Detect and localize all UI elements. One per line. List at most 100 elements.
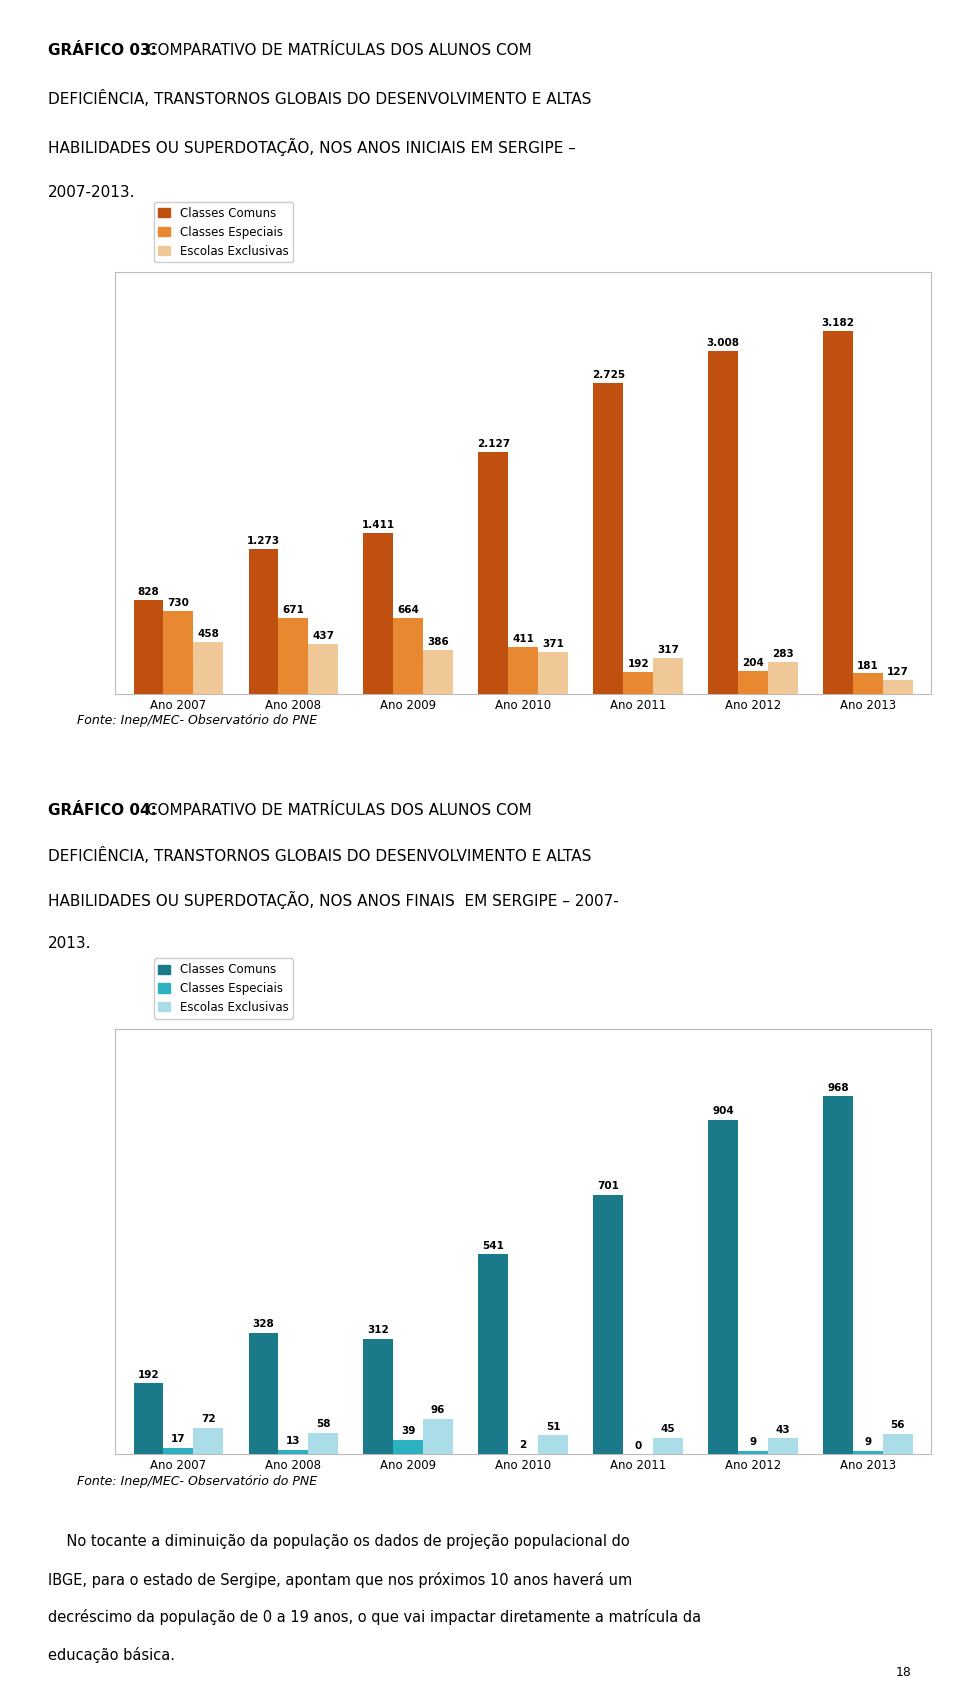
Bar <box>249 1334 278 1454</box>
Bar <box>163 1448 193 1454</box>
Bar <box>738 670 768 694</box>
Text: HABILIDADES OU SUPERDOTAÇÃO, NOS ANOS FINAIS  EM SERGIPE – 2007-: HABILIDADES OU SUPERDOTAÇÃO, NOS ANOS FI… <box>48 891 619 910</box>
Text: 2.725: 2.725 <box>591 371 625 381</box>
Text: 328: 328 <box>252 1320 275 1330</box>
Text: 127: 127 <box>887 667 909 677</box>
Bar <box>308 645 338 694</box>
Text: Fonte: Inep/MEC- Observatório do PNE: Fonte: Inep/MEC- Observatório do PNE <box>77 1475 317 1488</box>
Text: 51: 51 <box>546 1422 561 1432</box>
Text: 45: 45 <box>660 1424 675 1434</box>
Text: 43: 43 <box>776 1425 790 1434</box>
Bar <box>423 1419 453 1454</box>
Text: 671: 671 <box>282 604 304 614</box>
Bar <box>133 1383 163 1454</box>
Text: 2: 2 <box>519 1441 527 1449</box>
Text: educação básica.: educação básica. <box>48 1647 175 1662</box>
Text: 828: 828 <box>137 587 159 597</box>
Text: 3.008: 3.008 <box>707 338 739 349</box>
Text: 437: 437 <box>312 631 334 641</box>
Text: 58: 58 <box>316 1419 330 1429</box>
Text: 317: 317 <box>657 645 679 655</box>
Text: 204: 204 <box>742 658 764 668</box>
Text: 3.182: 3.182 <box>822 318 854 328</box>
Bar <box>768 1439 798 1454</box>
Text: 192: 192 <box>627 660 649 668</box>
Bar <box>653 1437 683 1454</box>
Text: GRÁFICO 04:: GRÁFICO 04: <box>48 803 156 818</box>
Bar <box>823 1097 853 1454</box>
Bar <box>738 1451 768 1454</box>
Text: 664: 664 <box>397 606 420 616</box>
Text: Fonte: Inep/MEC- Observatório do PNE: Fonte: Inep/MEC- Observatório do PNE <box>77 714 317 728</box>
Text: DEFICIÊNCIA, TRANSTORNOS GLOBAIS DO DESENVOLVIMENTO E ALTAS: DEFICIÊNCIA, TRANSTORNOS GLOBAIS DO DESE… <box>48 90 591 107</box>
Text: 386: 386 <box>427 638 449 646</box>
Bar <box>823 332 853 694</box>
Text: 541: 541 <box>482 1240 504 1250</box>
Text: COMPARATIVO DE MATRÍCULAS DOS ALUNOS COM: COMPARATIVO DE MATRÍCULAS DOS ALUNOS COM <box>142 803 532 818</box>
Text: 371: 371 <box>542 640 564 648</box>
Bar <box>623 672 653 694</box>
Text: 2.127: 2.127 <box>477 439 510 449</box>
Bar <box>593 1196 623 1454</box>
Bar <box>853 1451 883 1454</box>
Bar <box>364 532 394 694</box>
Text: 2007-2013.: 2007-2013. <box>48 185 135 201</box>
Text: HABILIDADES OU SUPERDOTAÇÃO, NOS ANOS INICIAIS EM SERGIPE –: HABILIDADES OU SUPERDOTAÇÃO, NOS ANOS IN… <box>48 138 576 156</box>
Bar <box>308 1432 338 1454</box>
Text: 17: 17 <box>171 1434 185 1444</box>
Text: 192: 192 <box>137 1369 159 1380</box>
Bar <box>768 662 798 694</box>
Text: 701: 701 <box>597 1182 619 1191</box>
Text: 39: 39 <box>401 1425 416 1436</box>
Bar <box>478 451 508 694</box>
Bar <box>539 1436 568 1454</box>
Bar <box>423 650 453 694</box>
Text: 72: 72 <box>201 1414 216 1424</box>
Bar <box>653 658 683 694</box>
Bar <box>853 674 883 694</box>
Text: No tocante a diminuição da população os dados de projeção populacional do: No tocante a diminuição da população os … <box>48 1534 630 1550</box>
Text: 968: 968 <box>828 1084 849 1092</box>
Text: IBGE, para o estado de Sergipe, apontam que nos próximos 10 anos haverá um: IBGE, para o estado de Sergipe, apontam … <box>48 1572 633 1587</box>
Bar <box>708 350 738 694</box>
Legend: Classes Comuns, Classes Especiais, Escolas Exclusivas: Classes Comuns, Classes Especiais, Escol… <box>154 958 293 1019</box>
Text: 411: 411 <box>513 634 534 645</box>
Bar <box>193 1427 224 1454</box>
Text: 9: 9 <box>750 1437 756 1448</box>
Text: 730: 730 <box>167 599 189 607</box>
Bar <box>193 641 224 694</box>
Text: 9: 9 <box>864 1437 872 1448</box>
Text: 13: 13 <box>286 1436 300 1446</box>
Text: 181: 181 <box>857 660 878 670</box>
Bar <box>508 646 539 694</box>
Text: 0: 0 <box>635 1441 641 1451</box>
Bar <box>539 651 568 694</box>
Bar <box>249 549 278 694</box>
Text: 283: 283 <box>772 648 794 658</box>
Bar <box>278 1449 308 1454</box>
Bar <box>364 1339 394 1454</box>
Text: 56: 56 <box>891 1420 905 1431</box>
Legend: Classes Comuns, Classes Especiais, Escolas Exclusivas: Classes Comuns, Classes Especiais, Escol… <box>154 202 293 262</box>
Bar <box>883 1434 913 1454</box>
Text: 1.273: 1.273 <box>247 536 280 546</box>
Text: 904: 904 <box>712 1106 734 1116</box>
Bar <box>394 1441 423 1454</box>
Text: 458: 458 <box>198 629 219 640</box>
Text: 312: 312 <box>368 1325 389 1335</box>
Bar <box>883 679 913 694</box>
Text: COMPARATIVO DE MATRÍCULAS DOS ALUNOS COM: COMPARATIVO DE MATRÍCULAS DOS ALUNOS COM <box>142 43 532 58</box>
Bar <box>708 1119 738 1454</box>
Bar <box>133 600 163 694</box>
Text: DEFICIÊNCIA, TRANSTORNOS GLOBAIS DO DESENVOLVIMENTO E ALTAS: DEFICIÊNCIA, TRANSTORNOS GLOBAIS DO DESE… <box>48 847 591 864</box>
Bar <box>593 383 623 694</box>
Text: GRÁFICO 03:: GRÁFICO 03: <box>48 43 156 58</box>
Bar <box>394 617 423 694</box>
Bar <box>163 611 193 694</box>
Text: 96: 96 <box>431 1405 445 1415</box>
Text: 2013.: 2013. <box>48 936 91 951</box>
Text: 18: 18 <box>896 1665 912 1679</box>
Text: decréscimo da população de 0 a 19 anos, o que vai impactar diretamente a matrícu: decréscimo da população de 0 a 19 anos, … <box>48 1609 701 1624</box>
Bar <box>478 1254 508 1454</box>
Text: 1.411: 1.411 <box>362 521 395 531</box>
